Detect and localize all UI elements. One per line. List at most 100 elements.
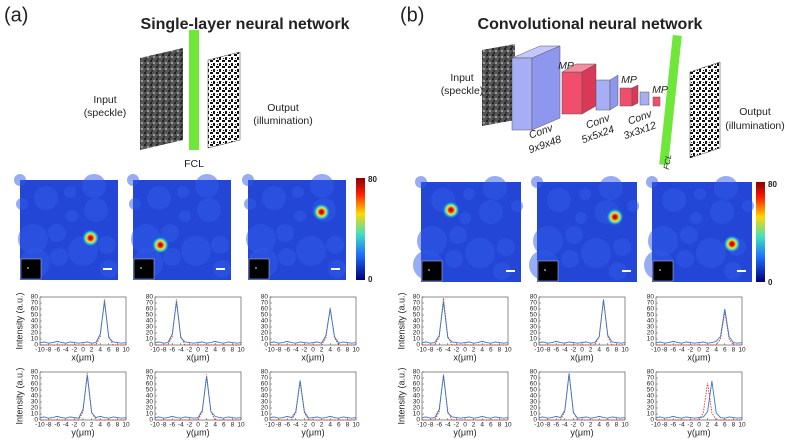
- y-tick-label: 40: [31, 393, 39, 400]
- x-tick-label: -10: [265, 422, 275, 429]
- plot-frame: [269, 371, 357, 421]
- x-tick-label: 4: [328, 347, 332, 354]
- y-tick-label: 80: [261, 369, 269, 376]
- plot-frame: [655, 371, 743, 421]
- heatmap-texture: [579, 188, 591, 200]
- inset: [537, 260, 559, 282]
- x-tick-label: 8: [615, 347, 619, 354]
- intensity-line: [154, 301, 242, 344]
- inset-dot: [544, 269, 546, 271]
- x-tick-label: -6: [553, 422, 559, 429]
- y-tick-label: 70: [647, 375, 655, 382]
- y-tick-label: 30: [413, 399, 421, 406]
- output-label: Output: [739, 106, 771, 118]
- heatmap-texture: [627, 200, 639, 212]
- heatmap-texture: [179, 210, 191, 222]
- x-tick-label: 8: [116, 347, 120, 354]
- scale-bar: [331, 268, 340, 270]
- intensity-line: [39, 301, 127, 344]
- heatmap-texture: [147, 186, 171, 210]
- fcl-label: FCL: [184, 158, 204, 170]
- plot-frame: [269, 296, 357, 346]
- intensity-line: [422, 374, 508, 421]
- scale-bar: [103, 268, 112, 270]
- y-tick-label: 40: [261, 318, 269, 325]
- x-tick-label: -2: [688, 422, 694, 429]
- heatmap-texture: [296, 236, 326, 266]
- y-tick-label: 50: [261, 312, 269, 319]
- intensity-line: [39, 375, 127, 419]
- x-axis-label: x(μm): [186, 352, 209, 362]
- y-tick-label: 50: [647, 312, 655, 319]
- y-tick-label: 40: [146, 393, 154, 400]
- x-tick-label: 4: [714, 347, 718, 354]
- x-tick-label: -4: [293, 347, 299, 354]
- y-axis-label: Intensity (a.u.): [14, 292, 24, 349]
- heatmap-texture: [613, 238, 631, 256]
- x-tick-label: -2: [72, 347, 78, 354]
- x-axis-label: x(μm): [687, 352, 710, 362]
- heatmap-texture: [676, 250, 694, 268]
- x-tick-label: -8: [46, 347, 52, 354]
- x-tick-label: -6: [284, 422, 290, 429]
- x-tick-label: -4: [293, 422, 299, 429]
- intensity-line: [155, 374, 241, 421]
- y-tick-label: 70: [146, 375, 154, 382]
- x-tick-label: 8: [732, 422, 736, 429]
- y-tick-label: 70: [261, 300, 269, 307]
- y-tick-label: 30: [261, 324, 269, 331]
- y-tick-label: 70: [530, 300, 538, 307]
- x-tick-label: 2: [706, 422, 710, 429]
- plot-frame: [538, 371, 626, 421]
- inset: [20, 258, 42, 280]
- y-tick-label: 0: [533, 342, 537, 349]
- scale-bar: [737, 270, 746, 272]
- y-tick-label: 50: [413, 312, 421, 319]
- y-tick-label: 30: [413, 324, 421, 331]
- y-tick-label: 60: [413, 306, 421, 313]
- heatmap-texture: [415, 176, 427, 188]
- heatmap-texture: [483, 176, 507, 200]
- heatmap-texture: [163, 248, 181, 266]
- heatmap-texture: [662, 188, 686, 212]
- x-tick-label: -2: [688, 347, 694, 354]
- heatmap-texture: [310, 174, 334, 198]
- heatmap-texture: [479, 200, 503, 224]
- x-tick-label: -2: [302, 422, 308, 429]
- intensity-line: [40, 373, 126, 421]
- heatmap-texture: [696, 238, 726, 268]
- y-tick-label: 60: [31, 306, 39, 313]
- x-tick-label: 10: [621, 347, 629, 354]
- y-tick-label: 20: [31, 330, 39, 337]
- x-tick-label: -2: [454, 422, 460, 429]
- heatmap-texture: [497, 238, 515, 256]
- x-tick-label: 4: [714, 422, 718, 429]
- y-tick-label: 10: [647, 411, 655, 418]
- heatmap-texture: [18, 224, 48, 254]
- y-tick-label: 0: [34, 417, 38, 424]
- y-tick-label: 60: [31, 381, 39, 388]
- heatmap-texture: [195, 174, 219, 198]
- x-tick-label: -8: [545, 422, 551, 429]
- x-tick-label: 0: [463, 422, 467, 429]
- x-tick-label: -8: [545, 347, 551, 354]
- x-tick-label: -4: [178, 422, 184, 429]
- y-tick-label: 10: [647, 336, 655, 343]
- x-tick-label: -2: [302, 347, 308, 354]
- intensity-line: [154, 376, 242, 419]
- x-tick-label: 2: [589, 422, 593, 429]
- focus-spot: [151, 236, 170, 254]
- y-tick-label: 0: [416, 342, 420, 349]
- x-tick-label: -10: [534, 422, 544, 429]
- heatmap-texture: [66, 210, 78, 222]
- heatmap-texture: [694, 188, 706, 200]
- x-axis-label: y(μm): [186, 427, 209, 437]
- heatmap-texture: [710, 200, 734, 224]
- plot-frame: [421, 371, 509, 421]
- x-tick-label: -10: [651, 347, 661, 354]
- cnn-blocks: [511, 45, 661, 131]
- heatmap-texture: [197, 198, 221, 222]
- intensity-line: [422, 298, 508, 346]
- x-tick-label: -6: [436, 422, 442, 429]
